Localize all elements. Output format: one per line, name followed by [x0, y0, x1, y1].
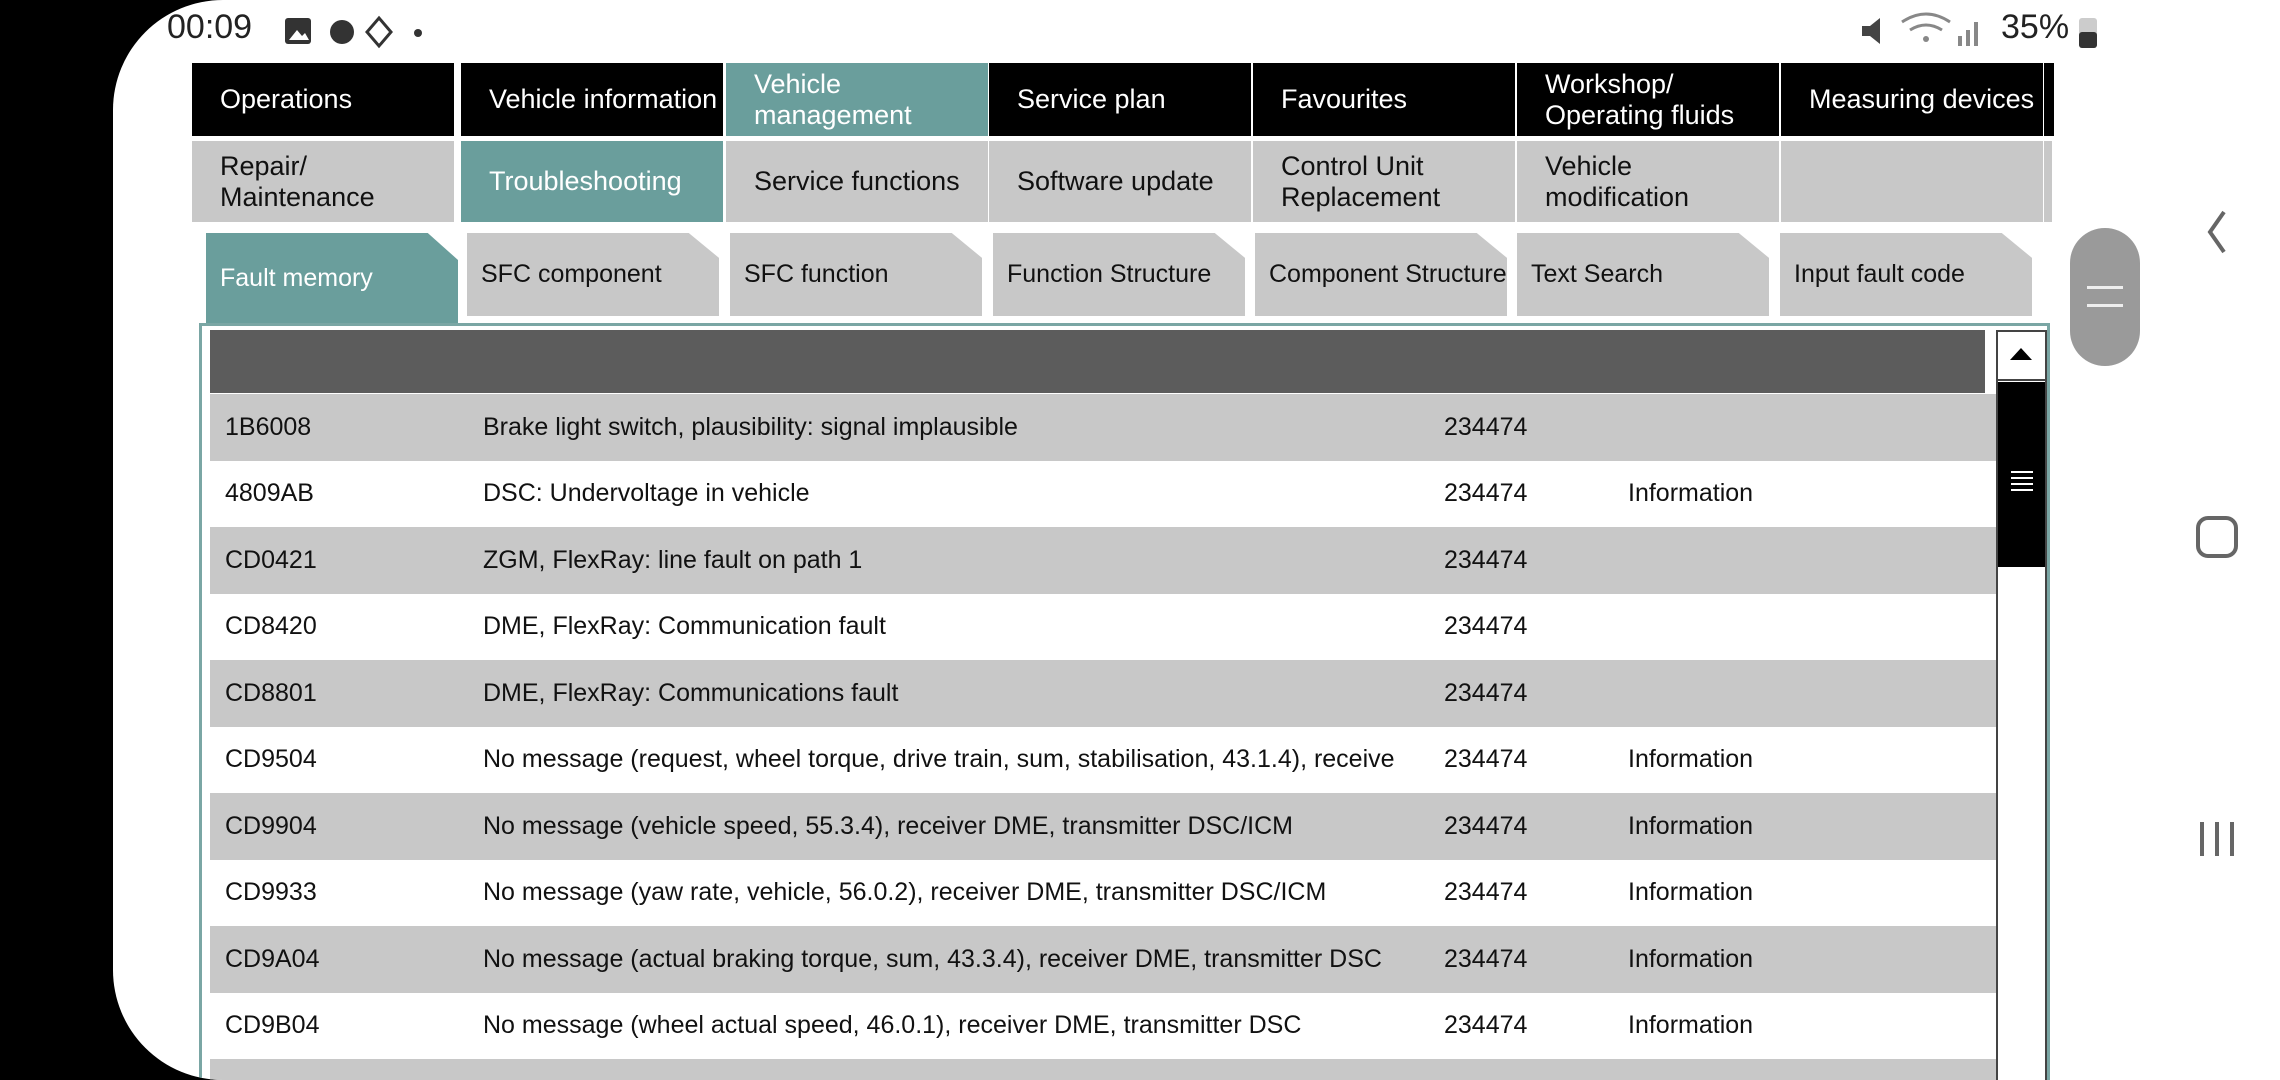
table-row[interactable]: [210, 793, 1996, 860]
screen: 00:09 35% Operations Vehicle information V…: [113, 0, 2280, 1080]
nav-icons[interactable]: [2152, 0, 2280, 1080]
submenu-item[interactable]: Troubleshooting: [461, 141, 723, 222]
table-cell: 234474: [1444, 1011, 1528, 1040]
tab[interactable]: Input fault code: [1780, 233, 2032, 316]
table-row[interactable]: [210, 660, 1996, 727]
scroll-controls[interactable]: [1998, 332, 2045, 582]
table-cell: 234474: [1444, 811, 1528, 840]
table-cell: 234474: [1444, 678, 1528, 707]
table-cell: Information: [1628, 479, 1754, 508]
table-header-bg: [210, 330, 1985, 393]
table-cell: CD8420: [225, 612, 317, 641]
submenu-item[interactable]: Repair/ Maintenance: [192, 141, 454, 222]
table-cell: Brake light switch, plausibility: signal…: [483, 412, 1018, 441]
table-cell: ZGM, FlexRay: line fault on path 1: [483, 545, 863, 574]
menu-item[interactable]: Vehicle management: [726, 63, 988, 136]
table-cell: 1B6008: [225, 412, 312, 441]
table-row[interactable]: [210, 926, 1996, 993]
table-cell: CD9904: [225, 811, 317, 840]
table-cell: Information: [1628, 944, 1754, 973]
menu-item[interactable]: Vehicle information: [461, 63, 723, 136]
table-cell: 234474: [1444, 479, 1528, 508]
table-cell: 234474: [1444, 745, 1528, 774]
table-cell: Information: [1628, 745, 1754, 774]
table-cell: 234474: [1444, 878, 1528, 907]
tab[interactable]: SFC function: [730, 233, 982, 316]
submenu-item[interactable]: Control Unit Replacement: [1253, 141, 1515, 222]
table-cell: 234474: [1444, 944, 1528, 973]
submenu-item[interactable]: Software update: [989, 141, 1251, 222]
table-cell: CD9933: [225, 878, 317, 907]
status-time: 00:09: [167, 8, 253, 46]
table-row[interactable]: [210, 394, 1996, 461]
nav-bar: [2152, 0, 2280, 1080]
table-cell: 4809AB: [225, 479, 314, 508]
table-cell: CD9A04: [225, 944, 320, 973]
table-row[interactable]: [210, 859, 1996, 926]
table-cell: No message (vehicle speed, 55.3.4), rece…: [483, 811, 1293, 840]
tab[interactable]: Text Search: [1517, 233, 1769, 316]
table-row[interactable]: [210, 593, 1996, 660]
submenu-item[interactable]: Vehicle modification: [1517, 141, 1779, 222]
table-cell: Information: [1628, 878, 1754, 907]
table-row[interactable]: [210, 992, 1996, 1059]
status-right-icons: [1862, 12, 1978, 46]
menu-item[interactable]: Favourites: [1253, 63, 1515, 136]
status-icons: [285, 15, 422, 49]
table-cell: 234474: [1444, 545, 1528, 574]
table-row[interactable]: [210, 726, 1996, 793]
table-cell: No message (wheel actual speed, 46.0.1),…: [483, 1011, 1302, 1040]
table-cell: CD9504: [225, 745, 317, 774]
battery-icon: [2079, 18, 2097, 48]
floating-handle[interactable]: [2070, 228, 2140, 366]
table-cell: No message (yaw rate, vehicle, 56.0.2), …: [483, 878, 1327, 907]
menu-edge: [2044, 63, 2054, 136]
table-cell: Information: [1628, 1011, 1754, 1040]
table-cell: No message (actual braking torque, sum, …: [483, 944, 1382, 973]
submenu-edge: [2044, 141, 2052, 222]
table-frame: [199, 323, 2050, 1080]
table-row[interactable]: [210, 527, 1996, 594]
table-cell: DME, FlexRay: Communication fault: [483, 612, 886, 641]
table-row-partial: [210, 1059, 1996, 1080]
tab[interactable]: Function Structure: [993, 233, 1245, 316]
table-cell: CD9B04: [225, 1011, 320, 1040]
table-cell: DSC: Undervoltage in vehicle: [483, 479, 810, 508]
submenu-item[interactable]: Service functions: [726, 141, 988, 222]
table-cell: CD8801: [225, 678, 317, 707]
submenu-empty: [1781, 141, 2043, 222]
tab[interactable]: Fault memory: [206, 233, 458, 323]
table-cell: 234474: [1444, 412, 1528, 441]
table-cell: Information: [1628, 811, 1754, 840]
tab[interactable]: SFC component: [467, 233, 719, 316]
table-row[interactable]: [210, 460, 1996, 527]
menu-item[interactable]: Operations: [192, 63, 454, 136]
tab[interactable]: Component Structure: [1255, 233, 1507, 316]
status-battery: 35%: [2001, 8, 2070, 46]
table-cell: 234474: [1444, 612, 1528, 641]
menu-item[interactable]: Service plan: [989, 63, 1251, 136]
menu-item[interactable]: Workshop/ Operating fluids: [1517, 63, 1779, 136]
table-cell: CD0421: [225, 545, 317, 574]
table-cell: No message (request, wheel torque, drive…: [483, 745, 1395, 774]
table-cell: DME, FlexRay: Communications fault: [483, 678, 899, 707]
menu-item[interactable]: Measuring devices: [1781, 63, 2043, 136]
